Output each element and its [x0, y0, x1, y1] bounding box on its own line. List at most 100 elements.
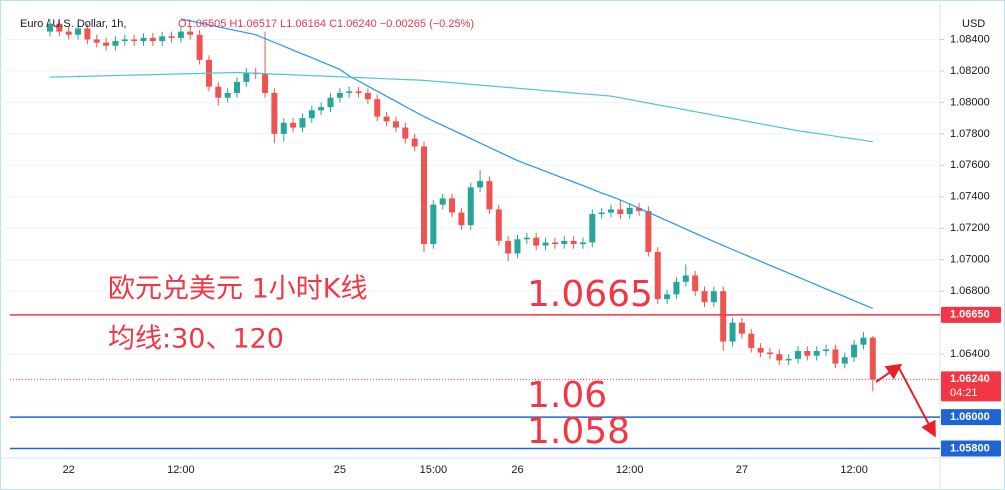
candle-body	[411, 138, 418, 147]
ohlc-quote: O1.06505 H1.06517 L1.06164 C1.06240 −0.0…	[178, 18, 474, 30]
price-label-box	[941, 306, 1001, 323]
candle-body	[103, 42, 110, 46]
x-tick-label: 12:00	[840, 464, 868, 476]
candle-body	[187, 31, 194, 35]
candle-body	[617, 209, 624, 215]
y-tick-label: 1.06400	[950, 348, 990, 360]
candle-body	[551, 242, 558, 245]
candle-body	[523, 237, 530, 240]
candle-body	[467, 187, 474, 226]
annotation: 均线:30、120	[108, 324, 284, 355]
candle-body	[458, 212, 465, 226]
candle-body	[495, 209, 502, 241]
candle-body	[570, 240, 577, 245]
candle-body	[514, 239, 521, 254]
candle-body	[851, 344, 858, 358]
x-tick-label: 12:00	[616, 464, 644, 476]
y-tick-label: 1.08400	[950, 33, 990, 45]
candle-body	[93, 39, 100, 43]
price-label: 1.06650	[950, 309, 990, 321]
candle-body	[477, 181, 484, 188]
candle-body	[355, 91, 362, 93]
price-label: 1.06240	[950, 373, 990, 385]
price-label: 1.06000	[950, 411, 990, 423]
x-tick-label: 15:00	[420, 464, 448, 476]
price-label: 1.05800	[950, 442, 990, 454]
y-tick-label: 1.07200	[950, 222, 990, 234]
currency: USD	[962, 18, 985, 30]
candle-body	[374, 99, 381, 117]
price-label-box	[941, 371, 1001, 402]
candle-body	[262, 74, 269, 93]
annotation: 1.0665	[527, 274, 653, 315]
candle-body	[402, 127, 409, 139]
y-tick-label: 1.08200	[950, 65, 990, 77]
candle-body	[364, 92, 371, 100]
candle-body	[720, 291, 727, 342]
y-tick-label: 1.07800	[950, 128, 990, 140]
candle-body	[47, 23, 53, 32]
candle-body	[757, 347, 764, 353]
candle-body	[579, 242, 586, 245]
candle-body	[56, 23, 63, 32]
y-tick-label: 1.08000	[950, 96, 990, 108]
candle-body	[664, 294, 671, 300]
candle-body	[841, 357, 848, 364]
candle-body	[430, 204, 437, 245]
candle-body	[542, 242, 549, 246]
arrow	[875, 363, 903, 383]
candle-body	[748, 333, 755, 348]
candle-body	[804, 351, 811, 356]
candle-body	[112, 41, 119, 46]
candle-body	[869, 337, 876, 380]
moving-average	[49, 71, 873, 143]
candle-body	[159, 36, 166, 42]
annotation: 欧元兑美元 1小时K线	[108, 274, 367, 305]
candle-body	[234, 81, 240, 93]
candle-body	[290, 122, 297, 128]
candle-body	[308, 110, 315, 119]
x-tick-label: 26	[511, 464, 523, 476]
candle-body	[860, 337, 867, 345]
candle-body	[645, 210, 652, 252]
candle-body	[692, 275, 699, 292]
y-tick-label: 1.07600	[950, 159, 990, 171]
candle-body	[673, 281, 680, 295]
candle-body	[636, 207, 643, 211]
moving-average	[180, 18, 874, 310]
candle-body	[215, 86, 222, 98]
x-tick-label: 25	[334, 464, 346, 476]
candle-body	[738, 322, 745, 334]
candle-body	[280, 122, 287, 134]
candle-body	[383, 116, 390, 122]
annotation: 1.06	[527, 375, 607, 416]
candle-body	[149, 37, 156, 42]
candle-body	[196, 34, 203, 60]
candle-body	[561, 240, 568, 245]
candle-body	[449, 198, 456, 213]
candle-body	[654, 251, 661, 300]
candle-body	[823, 349, 830, 352]
price-label-box	[941, 409, 1001, 426]
candle-body	[65, 31, 72, 35]
annotation: 1.058	[527, 411, 630, 452]
candle-body	[121, 39, 128, 42]
candle-body	[177, 31, 184, 38]
y-tick-label: 1.07000	[950, 254, 990, 266]
y-tick-label: 1.07400	[950, 191, 990, 203]
arrow	[898, 367, 936, 438]
candle-body	[776, 354, 783, 361]
candle-body	[785, 358, 792, 361]
candle-body	[832, 349, 839, 364]
candle-body	[346, 91, 353, 93]
candle-body	[421, 146, 427, 245]
candle-body	[608, 209, 614, 213]
candle-body	[505, 240, 512, 254]
candle-body	[766, 352, 773, 355]
candle-body	[336, 92, 343, 98]
candle-body	[84, 28, 91, 40]
candle-body	[140, 37, 147, 42]
